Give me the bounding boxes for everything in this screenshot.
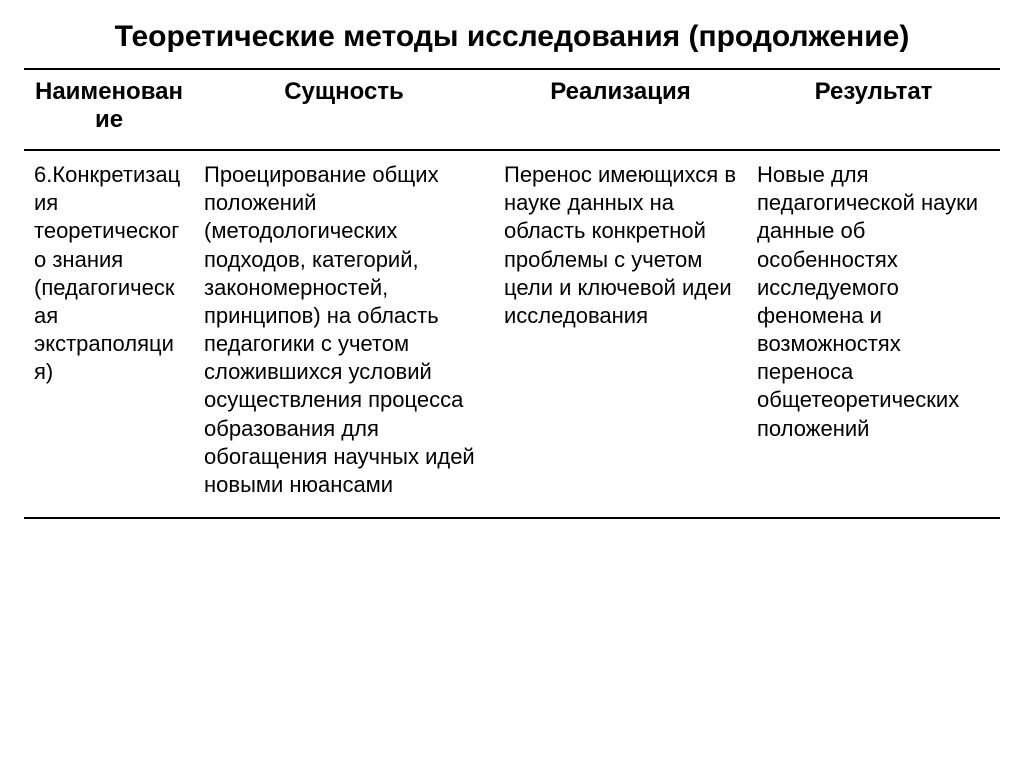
cell-name: 6.Конкретизация теоретического знания (п… [24, 150, 194, 518]
col-header-essence: Сущность [194, 69, 494, 151]
col-header-result: Результат [747, 69, 1000, 151]
slide-title: Теоретические методы исследования (продо… [24, 18, 1000, 56]
slide: Теоретические методы исследования (продо… [0, 0, 1024, 767]
cell-essence: Проецирование общих положений (методолог… [194, 150, 494, 518]
table-row: 6.Конкретизация теоретического знания (п… [24, 150, 1000, 518]
col-header-implementation: Реализация [494, 69, 747, 151]
methods-table: Наименование Сущность Реализация Результ… [24, 68, 1000, 519]
cell-result: Новые для педагогической науки данные об… [747, 150, 1000, 518]
col-header-name: Наименование [24, 69, 194, 151]
cell-implementation: Перенос имеющихся в науке данных на обла… [494, 150, 747, 518]
table-header-row: Наименование Сущность Реализация Результ… [24, 69, 1000, 151]
